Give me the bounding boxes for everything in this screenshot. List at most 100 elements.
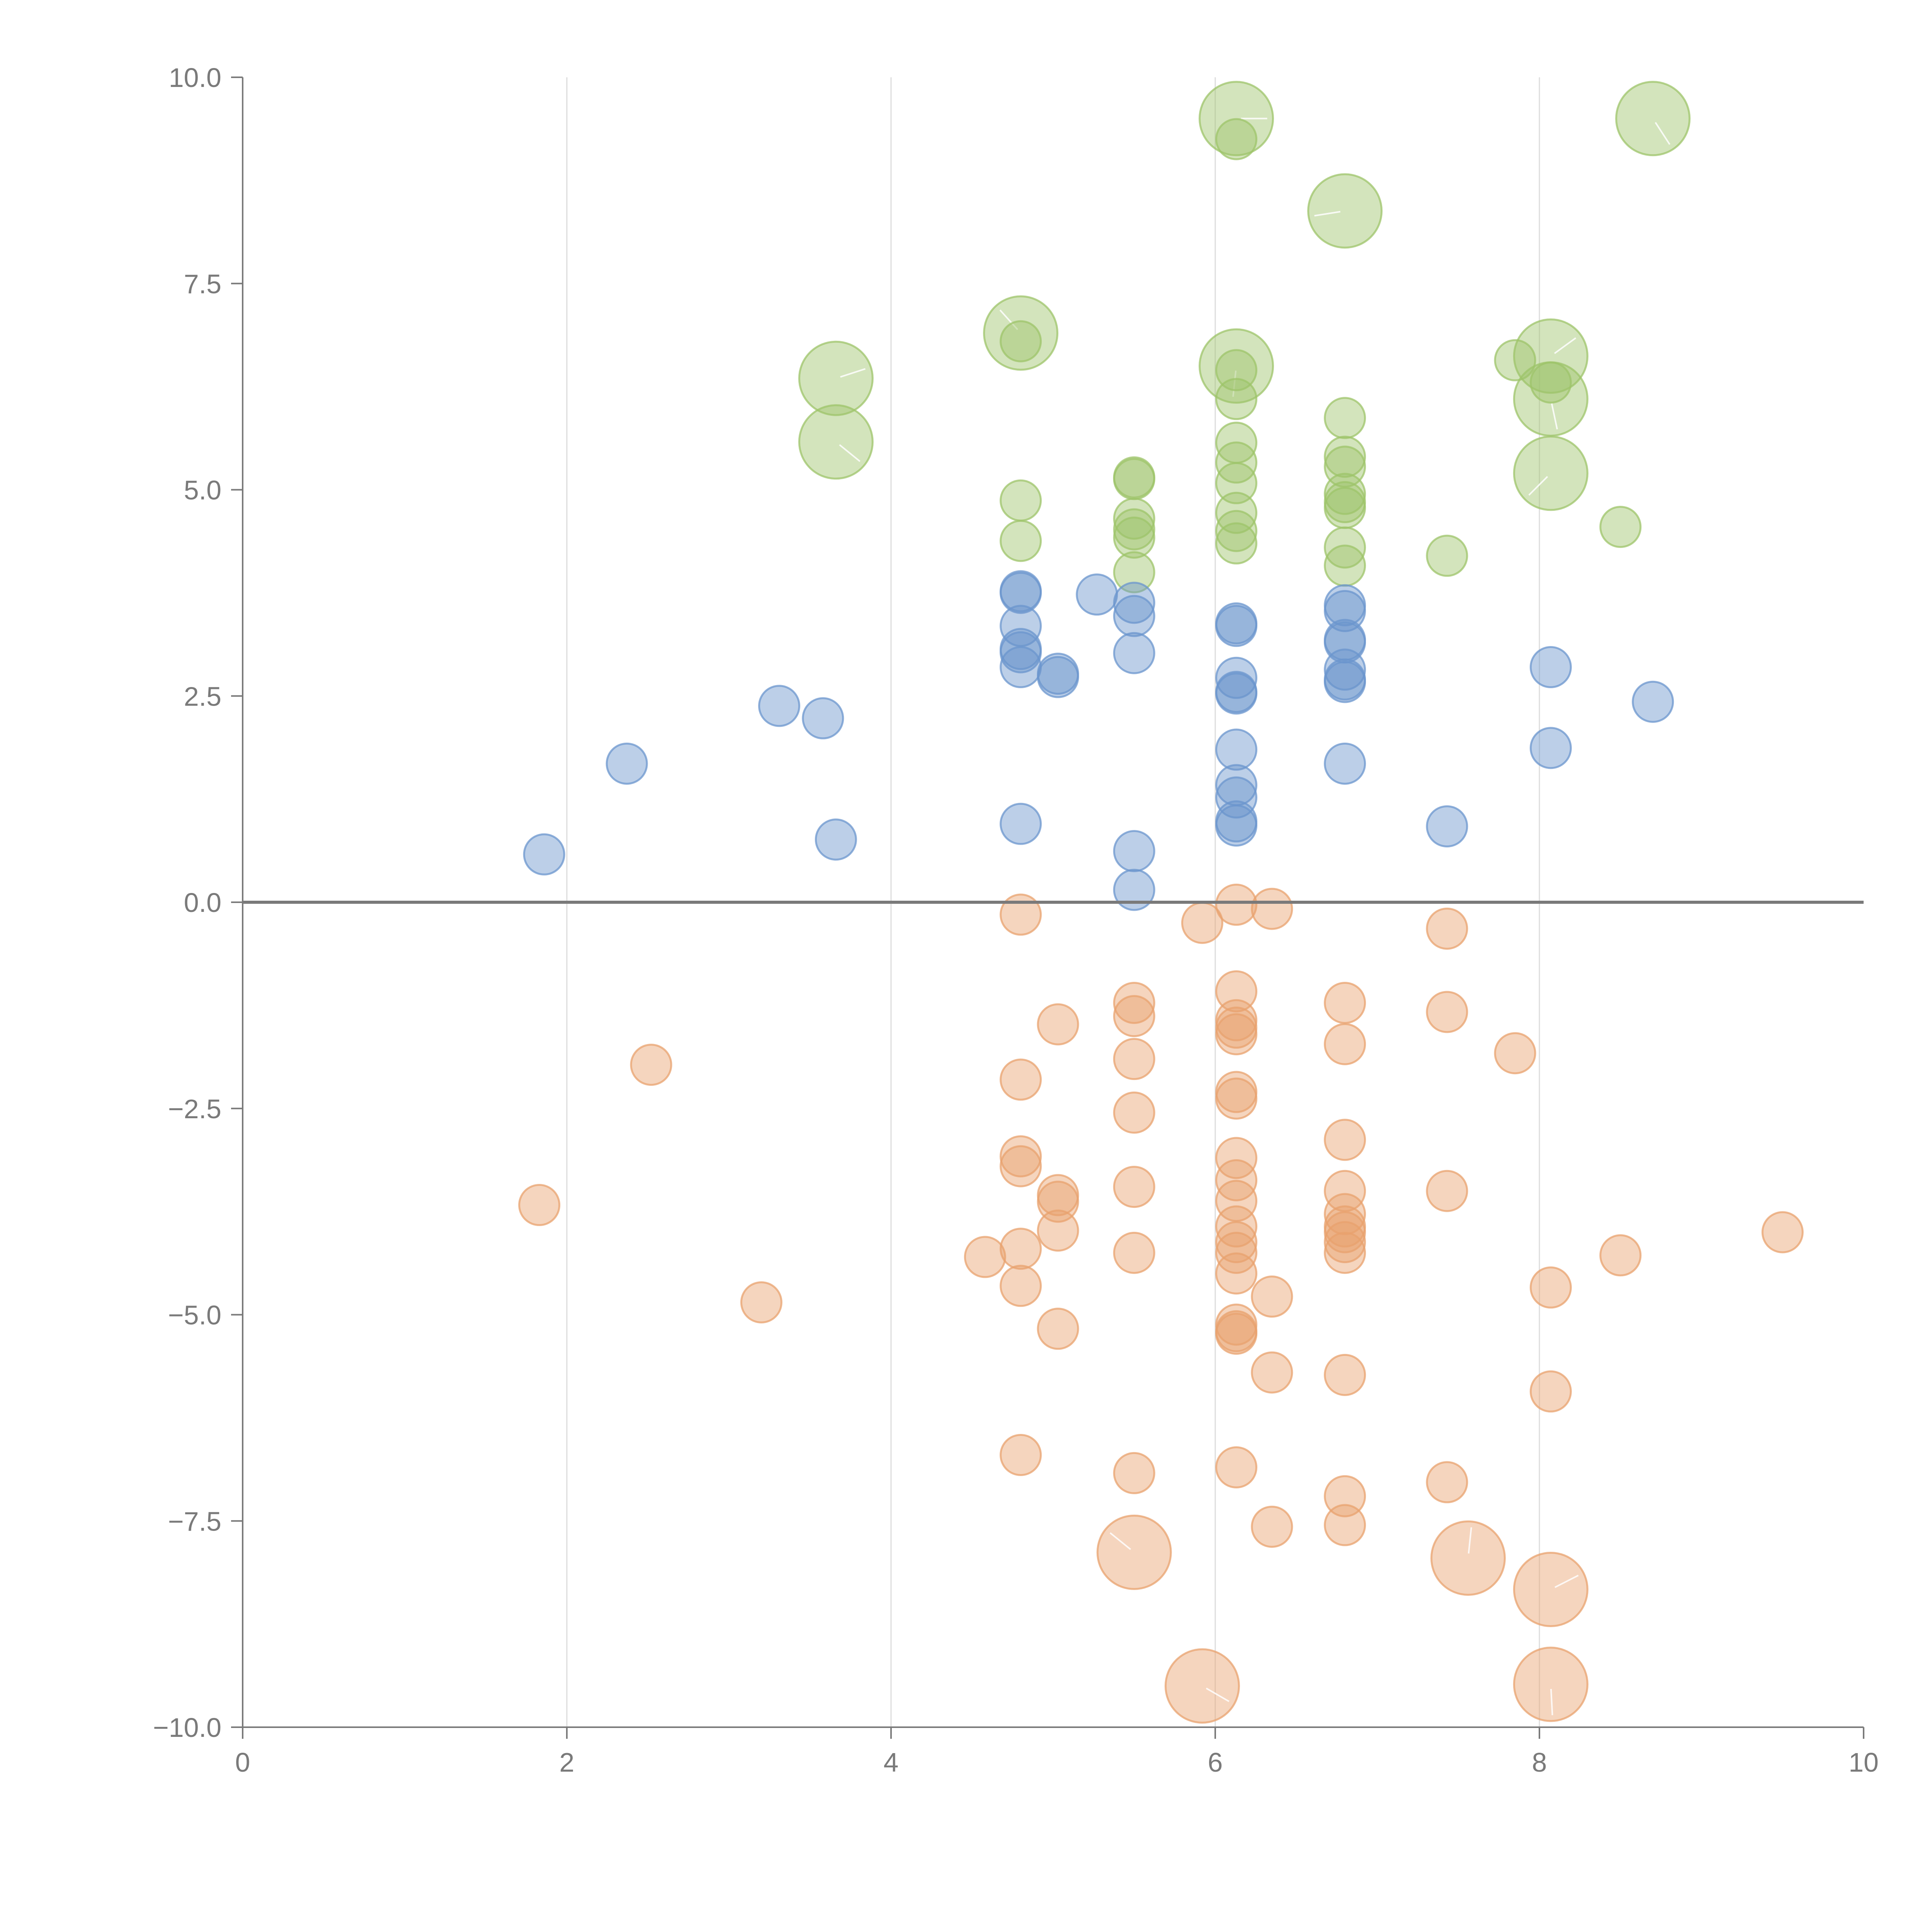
orange-bubble-leader <box>1468 1527 1472 1554</box>
orange-bubble <box>1251 1351 1293 1394</box>
orange-bubble <box>1215 1077 1258 1120</box>
orange-bubble <box>1215 1180 1258 1222</box>
orange-bubble <box>1761 1211 1804 1253</box>
orange-bubble <box>964 1236 1006 1278</box>
x-tick-label: 2 <box>560 1747 575 1777</box>
orange-bubble <box>1113 1166 1155 1208</box>
orange-bubble <box>1113 1231 1155 1274</box>
orange-bubble <box>1529 1266 1572 1309</box>
blue-bubble <box>815 818 857 861</box>
orange-bubble <box>1426 1461 1468 1503</box>
green-bubble <box>1113 516 1155 559</box>
orange-bubble <box>1513 1551 1588 1627</box>
blue-bubble <box>1000 631 1042 673</box>
blue-bubble <box>1529 646 1572 689</box>
orange-bubble <box>518 1184 561 1226</box>
blue-bubble <box>1632 680 1674 723</box>
orange-bubble <box>1324 1504 1366 1546</box>
orange-bubble <box>1000 1265 1042 1307</box>
orange-bubble <box>630 1044 672 1086</box>
green-bubble <box>1426 534 1468 577</box>
orange-bubble <box>1324 1231 1366 1274</box>
green-bubble <box>798 404 874 480</box>
green-bubble <box>1000 320 1042 362</box>
y-tick-label: 2.5 <box>184 681 221 711</box>
green-bubble <box>1000 479 1042 522</box>
orange-bubble <box>1324 1119 1366 1161</box>
x-tick-label: 6 <box>1208 1747 1223 1777</box>
x-tick-label: 0 <box>235 1747 250 1777</box>
y-tick-label: −2.5 <box>168 1094 221 1124</box>
orange-bubble <box>1513 1646 1588 1722</box>
orange-bubble <box>1000 1135 1042 1178</box>
orange-bubble <box>1113 981 1155 1024</box>
orange-bubble <box>1000 1145 1042 1187</box>
x-tick-label: 8 <box>1532 1747 1547 1777</box>
blue-bubble <box>1215 656 1258 699</box>
green-bubble <box>1215 492 1258 534</box>
orange-bubble <box>1324 1354 1366 1396</box>
orange-bubble-leader <box>1550 1689 1553 1715</box>
orange-bubble-leader <box>1109 1532 1131 1550</box>
orange-bubble <box>1215 1446 1258 1488</box>
orange-bubble <box>1113 1452 1155 1494</box>
green-bubble-leader <box>839 444 861 462</box>
orange-bubble <box>1426 1170 1468 1212</box>
blue-bubble <box>1113 830 1155 872</box>
blue-bubble <box>1000 571 1042 614</box>
green-bubble <box>1307 173 1383 249</box>
y-tick-label: −5.0 <box>168 1300 221 1330</box>
green-bubble <box>798 340 874 416</box>
blue-bubble <box>1324 742 1366 785</box>
axes: 0 2 4 6 8 10 10.0 7.5 5.0 2.5 0.0 −2.5 −5.0 −7.5 −10.0 <box>153 63 1879 1777</box>
green-bubble <box>1215 118 1258 160</box>
orange-bubble <box>1215 1221 1258 1264</box>
orange-bubble <box>1215 1252 1258 1295</box>
blue-bubble <box>1000 803 1042 845</box>
orange-bubble <box>1324 1023 1366 1065</box>
green-bubble <box>1215 510 1258 552</box>
orange-bubble <box>1215 1313 1258 1355</box>
blue-bubble <box>1324 648 1366 691</box>
green-bubble <box>1215 349 1258 391</box>
orange-bubble <box>1037 1308 1079 1350</box>
y-tick-label: −7.5 <box>168 1506 221 1536</box>
green-bubble-leader <box>1554 337 1577 354</box>
blue-bubble <box>1037 656 1079 698</box>
orange-bubble <box>1164 1648 1240 1724</box>
green-bubble <box>1513 361 1588 437</box>
green-bubble <box>1215 462 1258 504</box>
green-bubble <box>1113 497 1155 540</box>
orange-bubble-leader <box>1206 1687 1230 1702</box>
green-bubble <box>1513 435 1588 511</box>
orange-bubble <box>1000 1434 1042 1476</box>
orange-bubble <box>1426 991 1468 1033</box>
green-bubble <box>1199 328 1274 404</box>
orange-bubble <box>1000 893 1042 936</box>
blue-bubble <box>1000 646 1042 689</box>
blue-bubble <box>1529 727 1572 769</box>
orange-bubble <box>1529 1370 1572 1413</box>
y-tick-label: 0.0 <box>184 888 221 918</box>
orange-bubble <box>1215 1013 1258 1056</box>
x-tick-label: 4 <box>884 1747 899 1777</box>
blue-bubble <box>802 697 844 740</box>
blue-bubble <box>1113 582 1155 624</box>
blue-bubble <box>1324 590 1366 632</box>
green-bubble <box>1599 506 1642 548</box>
orange-bubble <box>1430 1520 1506 1596</box>
blue-bubble <box>1215 728 1258 771</box>
orange-bubble <box>1251 888 1293 930</box>
green-bubble-leader <box>1551 403 1558 430</box>
orange-bubble <box>1113 1091 1155 1134</box>
green-bubble-leader <box>1314 211 1341 217</box>
blue-bubble <box>523 833 565 876</box>
orange-bubble <box>1324 1170 1366 1212</box>
orange-bubble <box>1113 1038 1155 1080</box>
green-bubble-leader <box>1232 370 1237 397</box>
blue-bubble <box>1426 805 1468 848</box>
orange-bubble <box>1096 1514 1172 1590</box>
green-bubble <box>1324 435 1366 478</box>
green-bubble-leader <box>1528 476 1548 496</box>
